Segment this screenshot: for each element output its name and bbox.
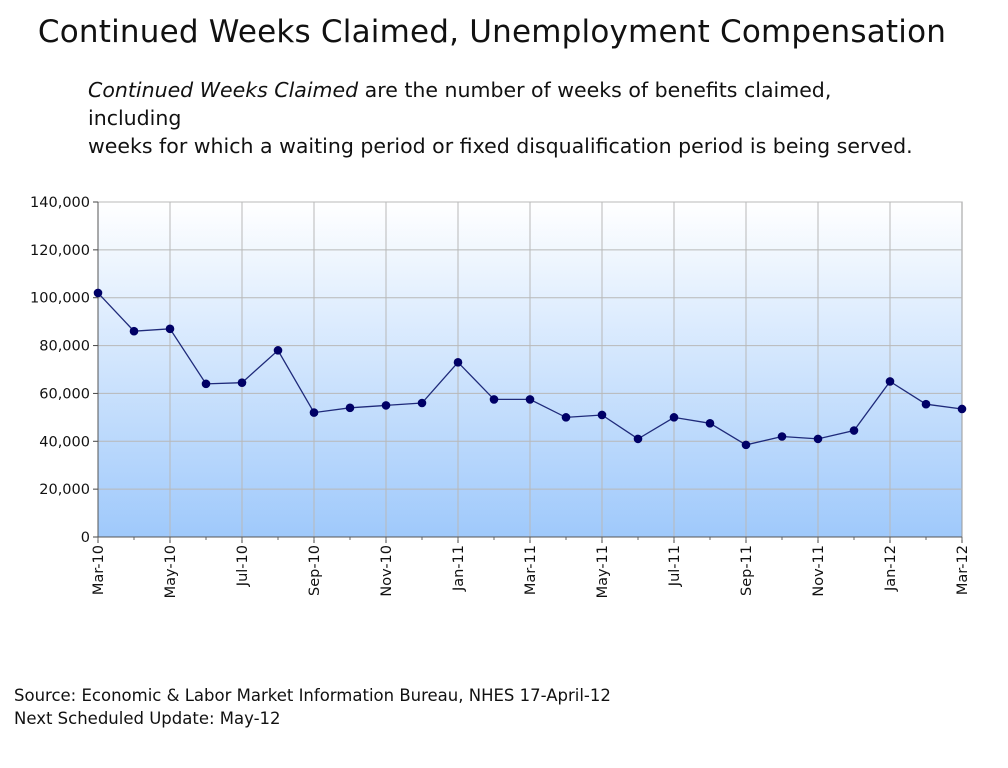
x-tick-label: May-10: [163, 545, 179, 598]
data-point: [633, 434, 643, 444]
x-tick-label: Mar-11: [523, 545, 539, 595]
y-tick-label: 60,000: [39, 386, 90, 402]
x-tick-label: Nov-10: [379, 545, 395, 597]
line-chart: 0 20,000 40,000 60,000 80,000 100,000 120,000 1…: [30, 195, 971, 598]
y-tick-label: 120,000: [30, 243, 90, 259]
data-point: [273, 346, 283, 355]
x-axis-ticks: Mar-10 May-10 Jul-10 Sep-10 Nov-10 Jan-11 Mar-…: [91, 545, 971, 598]
y-tick-label: 40,000: [39, 434, 90, 450]
data-point: [489, 395, 499, 404]
data-point: [201, 379, 211, 389]
axes: [93, 201, 963, 543]
chart-description: Continued Weeks Claimed are the number o…: [88, 76, 928, 160]
data-point: [885, 377, 895, 386]
data-point: [597, 410, 607, 420]
data-point: [93, 288, 103, 298]
x-tick-label: Mar-12: [955, 545, 971, 595]
data-point: [849, 426, 859, 435]
series-layer: [93, 288, 967, 450]
data-point: [165, 324, 175, 334]
x-tick-label: Sep-10: [307, 545, 323, 596]
data-point: [957, 404, 967, 414]
x-tick-label: Jul-10: [235, 545, 251, 587]
data-point: [669, 413, 679, 422]
y-tick-label: 20,000: [39, 482, 90, 498]
data-point: [813, 434, 823, 444]
data-point: [561, 413, 571, 422]
y-axis-ticks: 0 20,000 40,000 60,000 80,000 100,000 120,000 1…: [30, 195, 90, 546]
description-line2: weeks for which a waiting period or fixe…: [88, 134, 913, 158]
description-line1: are the number of weeks of benefits clai…: [88, 78, 832, 130]
data-point: [741, 440, 751, 450]
x-tick-label: Nov-11: [811, 545, 827, 597]
grid-lines: [98, 201, 962, 537]
data-point: [777, 432, 787, 441]
data-point: [525, 395, 535, 404]
data-point: [345, 403, 355, 413]
y-tick-label: 0: [81, 530, 90, 546]
data-point: [237, 378, 247, 387]
x-tick-label: Jan-12: [883, 545, 899, 592]
x-tick-label: May-11: [595, 545, 611, 598]
data-point: [453, 358, 463, 367]
data-point: [381, 401, 391, 410]
x-tick-label: Jul-11: [667, 545, 683, 587]
y-tick-label: 140,000: [30, 195, 90, 211]
data-point: [129, 326, 139, 336]
data-point: [705, 419, 715, 428]
y-tick-label: 80,000: [39, 339, 90, 355]
data-point: [921, 399, 931, 409]
y-tick-label: 100,000: [30, 291, 90, 307]
x-tick-label: Mar-10: [91, 545, 107, 595]
x-tick-label: Jan-11: [451, 545, 467, 592]
next-update-note: Next Scheduled Update: May-12: [14, 709, 281, 728]
chart-title: Continued Weeks Claimed, Unemployment Co…: [37, 14, 947, 50]
description-term: Continued Weeks Claimed: [88, 78, 359, 102]
x-tick-label: Sep-11: [739, 545, 755, 596]
data-point: [309, 408, 319, 417]
source-note: Source: Economic & Labor Market Informat…: [14, 686, 611, 705]
data-point: [417, 398, 427, 408]
